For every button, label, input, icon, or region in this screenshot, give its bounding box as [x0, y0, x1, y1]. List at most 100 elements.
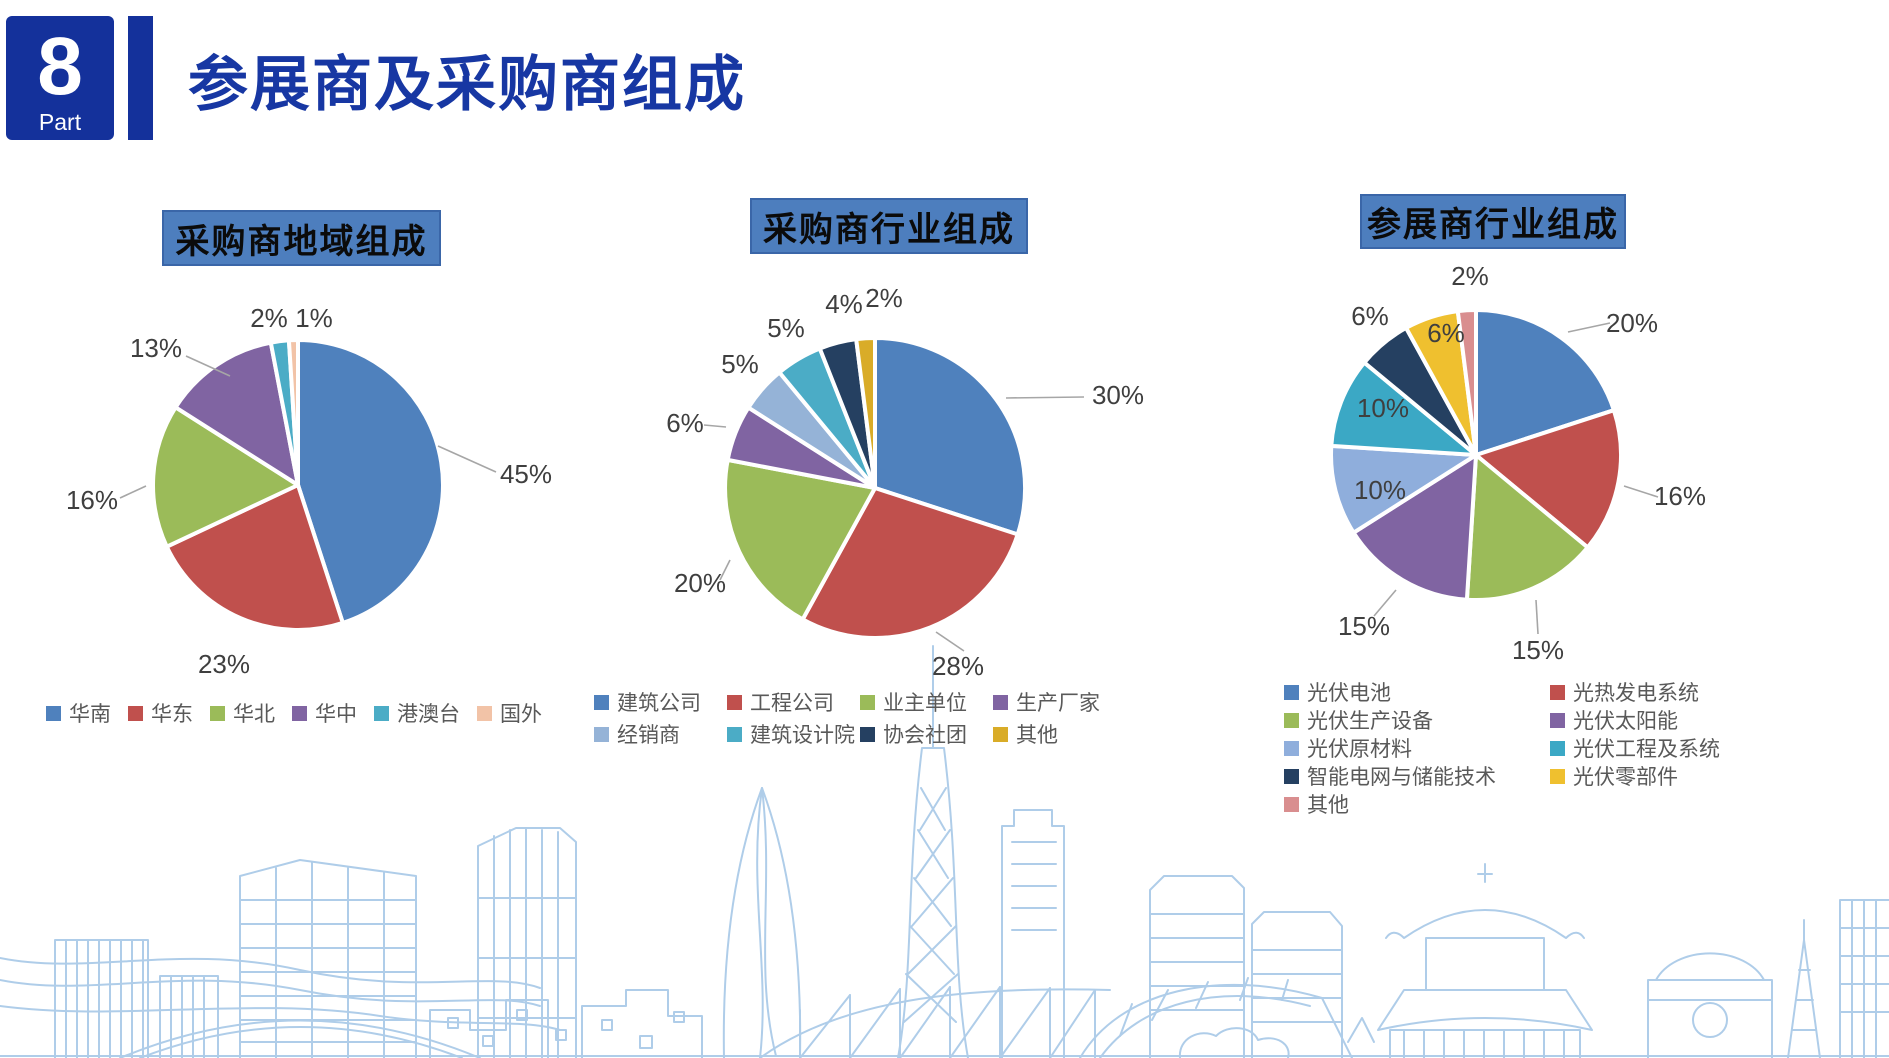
legend-label: 华中 — [315, 703, 357, 726]
pie-slice-光伏生产设备 — [1464, 453, 1590, 602]
legend-label: 光伏零部件 — [1573, 766, 1678, 789]
legend-label: 国外 — [500, 703, 542, 726]
legend-swatch — [727, 726, 742, 742]
label-leader-line — [185, 355, 231, 377]
legend-swatch — [477, 705, 492, 721]
pie-label-协会社团: 4% — [825, 289, 863, 319]
legend-item-协会社团: 协会社团 — [860, 719, 993, 749]
legend-label: 其他 — [1016, 724, 1058, 747]
pie-label-工程公司: 28% — [932, 651, 984, 681]
pie-label-光伏原材料: 10% — [1354, 475, 1406, 505]
legend-swatch — [594, 694, 609, 710]
pie-label-其他: 2% — [865, 283, 903, 313]
legend-label: 光伏工程及系统 — [1573, 738, 1720, 761]
pie-slice-华北 — [151, 405, 300, 549]
legend-swatch — [1550, 712, 1565, 728]
pie-label-国外: 1% — [295, 303, 333, 333]
legend-item-工程公司: 工程公司 — [727, 687, 860, 717]
chart-title-buyer-region: 采购商地域组成 — [162, 210, 441, 266]
legend-exhibitor-industry: 光伏电池 光热发电系统 光伏生产设备 光伏太阳能 光伏原材料 光伏工程及系统 智能电网与储能… — [1284, 678, 1830, 818]
chart-buyer-region: 采购商地域组成 45% 23% 16% 13% 2% 1% 华南 华东 华北 华中 港澳台 国外 — [30, 180, 570, 800]
pie-slice-建筑公司 — [873, 336, 1028, 537]
legend-swatch — [46, 705, 61, 721]
legend-label: 工程公司 — [750, 692, 834, 715]
legend-swatch — [210, 705, 225, 721]
label-leader-line — [437, 445, 497, 473]
legend-label: 协会社团 — [883, 724, 967, 747]
pie-label-经销商: 5% — [721, 349, 759, 379]
chart-buyer-industry: 采购商行业组成 30% 28% 20% 6% 5% 5% 4% 2% 建筑公司 工程公司 业主单位… — [590, 170, 1210, 810]
legend-swatch — [374, 705, 389, 721]
legend-item-其他: 其他 — [1284, 789, 1550, 819]
pie-label-华南: 45% — [500, 459, 552, 489]
pie-label-华北: 16% — [66, 485, 118, 515]
pie-buyer-region: 45% 23% 16% 13% 2% 1% — [66, 303, 552, 679]
legend-label: 光伏电池 — [1307, 682, 1391, 705]
part-number: 8 — [37, 21, 83, 112]
legend-swatch — [1284, 796, 1299, 812]
legend-swatch — [1550, 740, 1565, 756]
legend-swatch — [292, 705, 307, 721]
chart-title-exhibitor-industry: 参展商行业组成 — [1360, 194, 1626, 249]
legend-swatch — [1284, 684, 1299, 700]
pie-label-光伏工程及系统: 10% — [1357, 393, 1409, 423]
pie-slice-华中 — [173, 340, 300, 487]
legend-item-光伏电池: 光伏电池 — [1284, 677, 1550, 707]
pie-slice-国外 — [286, 338, 300, 487]
legend-swatch — [993, 726, 1008, 742]
legend-label: 华东 — [151, 703, 193, 726]
chart-title-buyer-industry: 采购商行业组成 — [750, 198, 1028, 254]
legend-label: 光伏太阳能 — [1573, 710, 1678, 733]
legend-label: 华北 — [233, 703, 275, 726]
pie-label-光伏电池: 20% — [1606, 308, 1658, 338]
legend-label: 华南 — [69, 703, 111, 726]
label-leader-line — [1623, 485, 1659, 498]
pie-label-华中: 13% — [130, 333, 182, 363]
pie-slice-光伏工程及系统 — [1329, 360, 1478, 457]
pie-slice-华东 — [164, 483, 345, 632]
legend-item-生产厂家: 生产厂家 — [993, 687, 1126, 717]
legend-item-国外: 国外 — [477, 698, 542, 728]
legend-item-华北: 华北 — [210, 698, 275, 728]
legend-buyer-industry: 建筑公司 工程公司 业主单位 生产厂家 经销商 建筑设计院 协会社团 其他 — [594, 686, 1126, 750]
legend-item-光伏原材料: 光伏原材料 — [1284, 733, 1550, 763]
skyline-graphic — [0, 645, 1889, 1058]
legend-item-经销商: 经销商 — [594, 719, 727, 749]
legend-item-华东: 华东 — [128, 698, 193, 728]
pie-slice-光伏电池 — [1474, 308, 1616, 457]
legend-item-其他: 其他 — [993, 719, 1126, 749]
label-leader-line — [1535, 599, 1539, 635]
legend-swatch — [1550, 684, 1565, 700]
pie-exhibitor-industry: 20% 16% 15% 15% 10% 10% 6% 6% 2% — [1329, 261, 1706, 665]
pie-label-华东: 23% — [198, 649, 250, 679]
legend-item-光伏零部件: 光伏零部件 — [1550, 761, 1830, 791]
legend-label: 建筑公司 — [617, 692, 701, 715]
legend-swatch — [993, 694, 1008, 710]
pie-label-生产厂家: 6% — [666, 408, 704, 438]
legend-label: 智能电网与储能技术 — [1307, 766, 1496, 789]
legend-swatch — [860, 726, 875, 742]
legend-swatch — [594, 726, 609, 742]
pie-buyer-industry: 30% 28% 20% 6% 5% 5% 4% 2% — [666, 283, 1144, 681]
legend-item-港澳台: 港澳台 — [374, 698, 460, 728]
pie-label-光热发电系统: 16% — [1654, 481, 1706, 511]
legend-swatch — [128, 705, 143, 721]
header-accent-bar — [128, 16, 153, 140]
legend-buyer-region: 华南 华东 华北 华中 港澳台 国外 — [46, 698, 542, 728]
label-leader-line — [1373, 589, 1397, 617]
legend-label: 生产厂家 — [1016, 692, 1100, 715]
label-leader-line — [719, 559, 731, 581]
legend-item-华南: 华南 — [46, 698, 111, 728]
legend-item-光伏生产设备: 光伏生产设备 — [1284, 705, 1550, 735]
pie-label-建筑设计院: 5% — [767, 313, 805, 343]
part-label: Part — [38, 109, 82, 135]
pie-label-光伏零部件: 6% — [1427, 318, 1465, 348]
legend-label: 经销商 — [617, 724, 680, 747]
pie-slice-其他 — [854, 336, 877, 490]
legend-label: 光伏生产设备 — [1307, 710, 1433, 733]
legend-swatch — [860, 694, 875, 710]
pie-label-智能电网与储能技术: 6% — [1351, 301, 1389, 331]
pie-label-其他: 2% — [1451, 261, 1489, 291]
pie-slice-光热发电系统 — [1474, 408, 1623, 550]
